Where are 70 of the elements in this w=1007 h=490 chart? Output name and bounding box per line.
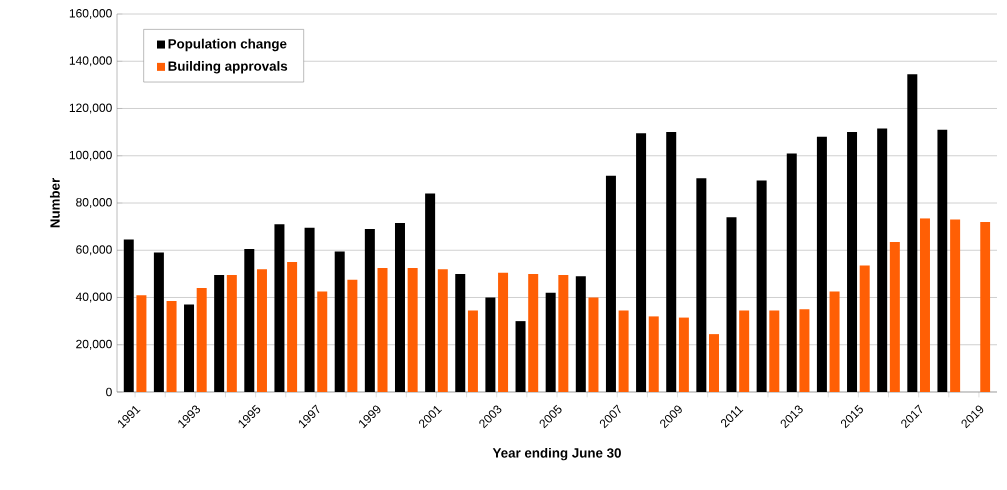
bar [274, 224, 285, 392]
bar [678, 317, 689, 392]
bar [545, 292, 556, 392]
bar [304, 227, 315, 392]
legend-label: Building approvals [168, 61, 288, 74]
bar [980, 221, 991, 392]
y-tick-label: 20,000 [76, 339, 112, 350]
bar [196, 288, 207, 392]
bar [618, 310, 629, 392]
bar [407, 267, 418, 392]
bar [214, 275, 225, 392]
bar [605, 175, 616, 392]
bar [226, 275, 237, 392]
bar [528, 273, 539, 392]
bar [907, 74, 918, 392]
bar [244, 249, 255, 392]
bar [558, 275, 569, 392]
bar [919, 218, 930, 392]
bar [575, 276, 586, 392]
x-axis-title: Year ending June 30 [492, 447, 621, 461]
y-tick-label: 0 [106, 387, 112, 397]
bar [769, 310, 780, 392]
bar [498, 272, 509, 392]
bar [394, 223, 405, 392]
bar [799, 309, 810, 392]
bar [166, 301, 177, 392]
y-tick-label: 60,000 [76, 245, 112, 256]
y-tick-label: 80,000 [76, 198, 112, 208]
bar [184, 304, 195, 392]
y-axis-title: Number [49, 178, 60, 228]
y-tick-label: 160,000 [69, 9, 112, 19]
bar [136, 295, 147, 392]
bar [739, 310, 750, 392]
bar [287, 262, 298, 392]
legend-label: Population change [168, 38, 287, 52]
bar [648, 316, 659, 392]
bar [467, 310, 478, 392]
bar [709, 334, 720, 392]
bar [950, 219, 961, 392]
bar [425, 193, 436, 392]
y-tick-label: 120,000 [69, 103, 112, 114]
y-tick-label: 40,000 [75, 292, 112, 303]
bar [786, 153, 797, 392]
bar [889, 241, 900, 392]
bar [877, 128, 888, 392]
bar [588, 297, 599, 392]
bar [636, 133, 647, 392]
bar [153, 252, 164, 392]
bar [123, 239, 134, 392]
y-tick-label: 100,000 [69, 150, 112, 161]
bar [437, 269, 448, 392]
bar [334, 251, 345, 392]
bar [515, 321, 526, 392]
bar [756, 180, 767, 392]
bar [347, 279, 358, 392]
bar [816, 136, 827, 392]
bar [859, 265, 870, 392]
bar [696, 178, 707, 392]
y-tick-label: 140,000 [69, 56, 112, 67]
bar [455, 273, 466, 392]
bar [847, 132, 858, 392]
bar [937, 129, 948, 392]
bar [485, 297, 496, 392]
bar [317, 291, 328, 392]
bar [829, 291, 840, 392]
bar [364, 228, 375, 392]
bar [666, 132, 677, 392]
bar [377, 267, 388, 392]
bar [256, 269, 267, 392]
bar [726, 217, 737, 392]
